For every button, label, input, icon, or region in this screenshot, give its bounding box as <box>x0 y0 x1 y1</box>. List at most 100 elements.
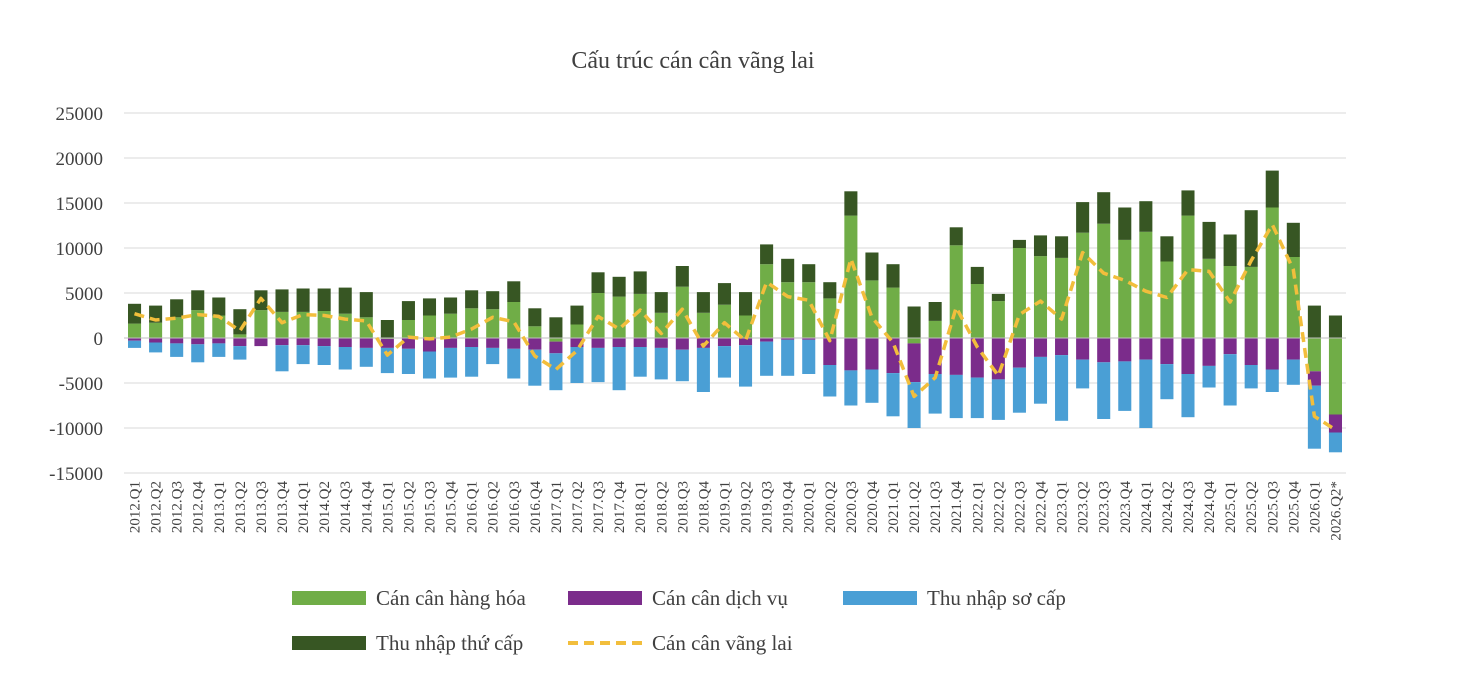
bar-segment <box>1097 192 1111 224</box>
bar-segment <box>275 345 289 372</box>
bar-segment <box>1033 338 1048 357</box>
bar-segment <box>549 353 563 391</box>
bar-segment <box>1055 236 1069 258</box>
bar-segment <box>233 338 247 347</box>
bar-segment <box>380 338 394 348</box>
bar-segment <box>359 338 373 348</box>
bar-segment <box>317 346 331 365</box>
bar-segment <box>1139 231 1153 338</box>
bar-segment <box>696 292 710 313</box>
bar-segment <box>296 345 310 365</box>
bar-segment <box>886 373 900 417</box>
bar-segment <box>507 281 521 302</box>
bar-segment <box>422 298 437 316</box>
bar-segment <box>317 288 331 311</box>
bar-segment <box>1097 338 1111 363</box>
bar-segment <box>633 271 647 294</box>
bar-segment <box>1012 367 1026 413</box>
bar-segment <box>1033 235 1048 257</box>
bar-segment <box>928 374 942 414</box>
bar-segment <box>612 347 626 391</box>
x-tick-label: 2015.Q3 <box>423 481 439 533</box>
bar-segment <box>549 341 563 354</box>
bar-segment <box>1202 338 1216 366</box>
bar-segment <box>781 339 795 376</box>
bar-segment <box>380 320 394 338</box>
x-tick-label: 2022.Q4 <box>1034 481 1050 534</box>
bar-segment <box>128 338 142 341</box>
bar-segment <box>191 338 205 345</box>
bar-segment <box>675 286 689 338</box>
bar-segment <box>507 348 521 379</box>
bar-segment <box>401 301 415 320</box>
bar-segment <box>1202 365 1216 388</box>
x-tick-label: 2018.Q2 <box>654 481 670 533</box>
bar-segment <box>844 370 858 406</box>
bar-segment <box>781 338 795 340</box>
y-tick-label: 5000 <box>65 284 103 305</box>
current-account-line-series <box>133 222 1337 432</box>
bar-segment <box>1181 338 1195 374</box>
bar-segment <box>1307 338 1321 372</box>
bar-segment <box>401 320 415 338</box>
bar-segment <box>128 323 142 338</box>
bar-segment <box>359 292 373 318</box>
bar-segment <box>802 264 816 283</box>
bar-segment <box>1160 236 1174 262</box>
bar-segment <box>907 306 921 338</box>
bar-segment <box>1055 338 1069 356</box>
x-tick-label: 2021.Q1 <box>886 481 902 533</box>
legend-swatch <box>568 591 642 605</box>
bar-segment <box>675 338 689 350</box>
x-tick-label: 2014.Q1 <box>296 481 312 533</box>
bar-segment <box>654 292 668 313</box>
bar-segment <box>401 348 415 374</box>
bar-segment <box>717 283 731 305</box>
x-tick-label: 2025.Q1 <box>1223 481 1239 533</box>
legend-swatch <box>292 636 366 650</box>
bar-segment <box>1055 355 1069 421</box>
x-tick-label: 2026.Q2* <box>1329 481 1345 541</box>
x-tick-label: 2012.Q3 <box>170 481 186 533</box>
bar-segment <box>486 338 500 348</box>
bar-segment <box>422 315 437 338</box>
bar-segment <box>212 315 226 338</box>
bar-segment <box>1160 338 1174 365</box>
x-tick-label: 2014.Q2 <box>317 481 333 533</box>
bar-segment <box>696 312 710 338</box>
x-tick-label: 2021.Q4 <box>949 481 965 534</box>
x-tick-label: 2024.Q4 <box>1202 481 1218 534</box>
bar-segment <box>1286 359 1300 385</box>
bar-segment <box>275 289 289 312</box>
bar-segment <box>1076 232 1090 338</box>
legend-item: Cán cân dịch vụ <box>568 586 788 610</box>
x-tick-label: 2023.Q2 <box>1076 481 1092 533</box>
y-tick-label: 20000 <box>56 149 104 170</box>
legend-item: Cán cân vãng lai <box>568 631 793 655</box>
x-tick-label: 2020.Q3 <box>844 481 860 533</box>
x-tick-label: 2021.Q3 <box>928 481 944 533</box>
x-tick-label: 2024.Q1 <box>1139 481 1155 533</box>
bar-segment <box>191 290 205 311</box>
x-tick-label: 2022.Q3 <box>1012 481 1028 533</box>
bar-segment <box>865 338 879 370</box>
bar-segment <box>591 338 605 348</box>
bar-segment <box>739 338 753 346</box>
bar-segment <box>970 377 984 419</box>
bar-segment <box>865 369 879 403</box>
bar-segment <box>296 311 310 338</box>
bar-segment <box>1265 338 1279 370</box>
bar-segment <box>570 338 584 347</box>
bar-segment <box>1160 261 1174 338</box>
bar-segment <box>191 344 205 363</box>
bar-segment <box>886 264 900 288</box>
bar-segment <box>1033 356 1048 404</box>
bar-segment <box>444 313 458 338</box>
x-tick-label: 2013.Q1 <box>212 481 228 533</box>
x-tick-label: 2024.Q2 <box>1160 481 1176 533</box>
x-tick-label: 2013.Q4 <box>275 481 291 534</box>
bar-segment <box>465 338 479 347</box>
bar-segment <box>1307 305 1321 338</box>
bar-segment <box>549 338 563 342</box>
bar-segment <box>1202 221 1216 259</box>
